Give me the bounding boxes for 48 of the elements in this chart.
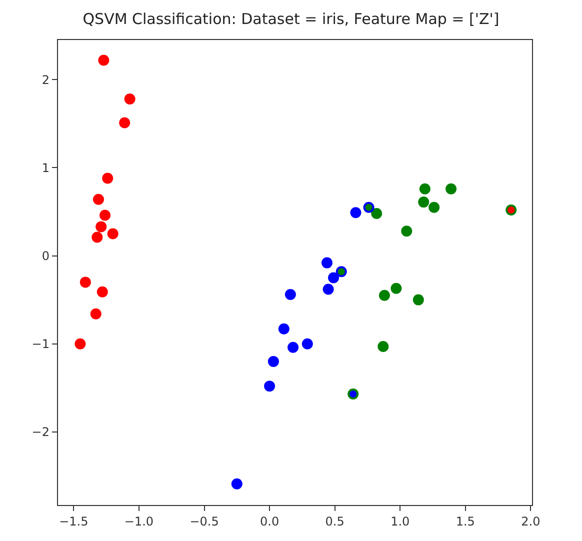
x-tick-label: −1.0 — [124, 514, 154, 528]
x-tick-label: 1.0 — [390, 514, 410, 528]
point — [74, 338, 86, 350]
point — [231, 478, 242, 490]
y-tick-label: 2 — [42, 72, 50, 87]
point — [92, 194, 104, 205]
point — [378, 340, 389, 352]
y-tick-label: 1 — [42, 160, 50, 175]
point — [419, 183, 430, 194]
point — [96, 286, 108, 298]
point — [80, 276, 91, 288]
x-tick-label: −0.5 — [190, 514, 219, 528]
point — [100, 210, 111, 221]
point — [124, 94, 136, 105]
point — [412, 294, 424, 306]
x-tick-label: 1.5 — [456, 514, 475, 528]
point — [92, 232, 103, 243]
point — [98, 54, 110, 66]
point — [328, 272, 340, 284]
point — [107, 228, 118, 240]
x-tick-label: 0.0 — [260, 514, 280, 528]
point — [322, 284, 334, 295]
point — [428, 202, 440, 213]
point — [264, 380, 276, 392]
y-tick-label: −2 — [32, 425, 50, 440]
point — [446, 183, 457, 194]
point — [268, 356, 279, 367]
point — [119, 117, 130, 128]
point — [371, 208, 382, 219]
point — [302, 338, 313, 350]
y-tick-label: −1 — [32, 337, 50, 352]
y-tick-label: 0 — [42, 248, 50, 263]
point — [350, 207, 362, 218]
point — [278, 323, 290, 334]
point — [378, 290, 390, 301]
x-tick-label: −1.5 — [59, 514, 88, 528]
point — [96, 221, 107, 232]
point — [102, 172, 114, 184]
x-tick-label: 2.0 — [521, 514, 540, 528]
point — [321, 257, 332, 268]
point — [284, 289, 296, 300]
point — [401, 226, 412, 237]
point — [390, 282, 402, 294]
point — [288, 342, 299, 353]
point — [418, 196, 430, 208]
x-tick-label: 0.5 — [325, 514, 344, 528]
chart-title: QSVM Classification: Dataset = iris, Feature Map = ['Z'] — [82, 10, 500, 28]
point — [90, 308, 102, 320]
